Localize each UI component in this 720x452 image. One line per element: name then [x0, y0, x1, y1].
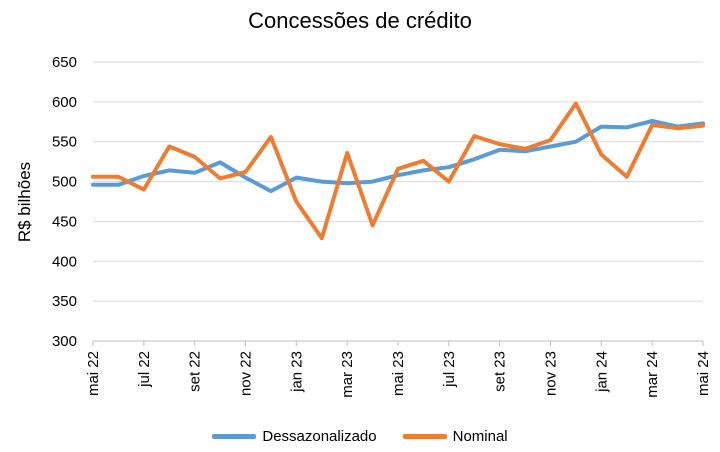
y-tick-label: 450	[52, 213, 77, 230]
y-tick-label: 300	[52, 333, 77, 350]
y-tick-label: 650	[52, 54, 77, 71]
x-tick-label: mar 23	[339, 351, 356, 398]
y-tick-label: 550	[52, 134, 77, 151]
y-tick-label: 350	[52, 293, 77, 310]
legend-item-dessazonalizado: Dessazonalizado	[212, 428, 377, 445]
x-tick-label: mai 23	[390, 351, 407, 396]
x-tick-label: jul 23	[441, 351, 458, 388]
legend-item-nominal: Nominal	[402, 428, 508, 445]
y-tick-label: 400	[52, 253, 77, 270]
y-axis-label: R$ bilhões	[15, 162, 34, 242]
x-tick-label: mai 22	[85, 351, 102, 396]
x-tick-label: jan 23	[288, 351, 305, 393]
x-tick-label: mar 24	[644, 351, 661, 398]
x-tick-label: set 23	[492, 351, 509, 392]
y-tick-label: 600	[52, 94, 77, 111]
legend-swatch-dessazonalizado	[212, 434, 257, 439]
x-tick-label: nov 22	[238, 351, 255, 396]
x-tick-label: set 22	[187, 351, 204, 392]
gridlines	[93, 61, 703, 342]
x-tick-label: nov 23	[543, 351, 560, 396]
series-line-dessazonalizado	[91, 119, 705, 194]
legend-label-dessazonalizado: Dessazonalizado	[262, 428, 377, 445]
x-axis-ticks: mai 22 jul 22 set 22 nov 22 jan 23 mar 23 mai …	[85, 341, 712, 398]
x-tick-label: jul 22	[136, 351, 153, 388]
y-tick-label: 500	[52, 174, 77, 191]
y-axis-ticks: 300 350 400 450 500 550 600 650	[52, 54, 77, 350]
legend-label-nominal: Nominal	[452, 428, 508, 445]
chart-title: Concessões de crédito	[248, 8, 472, 33]
x-tick-label: jan 24	[593, 351, 610, 393]
legend: Dessazonalizado Nominal	[0, 428, 720, 445]
series-lines	[91, 101, 705, 241]
x-tick-label: mai 24	[695, 351, 712, 396]
legend-swatch-nominal	[402, 434, 447, 439]
